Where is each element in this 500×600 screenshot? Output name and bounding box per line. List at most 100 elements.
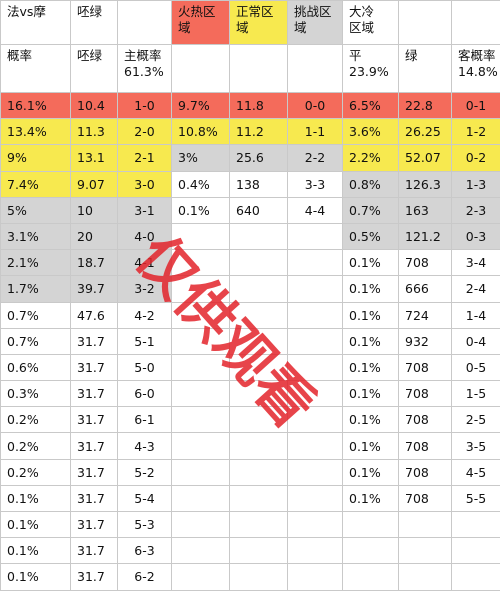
table-cell [229,432,288,460]
table-cell: 2-2 [287,144,343,172]
table-cell: 5-3 [117,510,172,539]
table-cell: 2-3 [451,196,500,224]
header2-cell [171,44,230,93]
table-cell: 31.7 [70,510,118,539]
table-cell: 932 [398,327,452,355]
table-cell: 4-0 [117,222,172,251]
table-cell: 25.6 [229,144,288,172]
table-cell [171,510,230,539]
table-cell: 10.4 [70,91,118,120]
header1-cell-text: 正常区 域 [236,4,274,35]
table-cell [287,353,343,382]
table-cell [287,484,343,513]
header1-cell: 呸绿 [70,0,118,45]
header2-cell-text: 绿 [405,48,418,63]
table-cell [171,563,230,591]
table-cell [451,510,500,539]
table-cell [287,432,343,460]
table-cell [229,537,288,565]
table-cell [229,380,288,408]
table-cell: 0.6% [0,353,71,382]
header2-cell-text: 平 23.9% [349,48,389,79]
table-cell: 708 [398,353,452,382]
table-cell: 3-4 [451,249,500,277]
table-cell: 18.7 [70,249,118,277]
table-cell: 0.1% [0,563,71,591]
table-cell: 5-0 [117,353,172,382]
table-cell: 13.4% [0,118,71,146]
table-cell: 3-2 [117,275,172,303]
table-cell [171,406,230,434]
table-cell: 9.07 [70,170,118,198]
table-cell: 0.2% [0,458,71,486]
table-cell: 31.7 [70,432,118,460]
table-cell: 0.7% [342,196,399,224]
table-cell: 5-5 [451,484,500,513]
table-cell: 640 [229,196,288,224]
table-cell: 31.7 [70,537,118,565]
table-cell: 0.1% [342,301,399,329]
table-cell [229,510,288,539]
table-cell: 7.4% [0,170,71,198]
table-cell [229,222,288,251]
table-cell [171,222,230,251]
table-cell: 0.1% [342,432,399,460]
table-cell [229,458,288,486]
table-cell: 11.8 [229,91,288,120]
header1-cell-text: 呸绿 [77,4,103,19]
table-cell: 138 [229,170,288,198]
table-row: 0.6% 31.7 5-0 0.1% 708 0-5 [0,353,500,382]
table-row: 13.4% 11.3 2-0 10.8% 11.2 1-1 3.6% 26.25 1-2 [0,118,500,146]
table-cell [287,458,343,486]
header1-cell: 火热区 域 [171,0,230,45]
table-cell [171,484,230,513]
table-cell [171,249,230,277]
table-cell: 39.7 [70,275,118,303]
table-cell: 708 [398,432,452,460]
table-cell: 3-3 [287,170,343,198]
table-cell: 11.2 [229,118,288,146]
table-cell: 4-1 [117,249,172,277]
table-cell [229,301,288,329]
table-row: 9% 13.1 2-1 3% 25.6 2-2 2.2% 52.07 0-2 [0,144,500,172]
table-row: 7.4% 9.07 3-0 0.4% 138 3-3 0.8% 126.3 1-3 [0,170,500,198]
table-cell: 0.1% [342,380,399,408]
header1-cell-text: 法vs摩 [7,4,46,19]
table-cell: 5-1 [117,327,172,355]
table-cell [229,563,288,591]
table-cell: 0.3% [0,380,71,408]
table-cell: 5% [0,196,71,224]
table-cell [229,406,288,434]
table-cell [451,563,500,591]
header2-cell-text: 客概率 14.8% [458,48,498,79]
table-cell: 0.8% [342,170,399,198]
table-row: 0.1% 31.7 5-4 0.1% 708 5-5 [0,484,500,513]
header1-cell-text: 火热区 域 [178,4,216,35]
header1-cell: 大冷 区域 [342,0,399,45]
table-cell: 31.7 [70,327,118,355]
header2-cell: 平 23.9% [342,44,399,93]
header2-cell: 绿 [398,44,452,93]
table-cell [171,432,230,460]
table-cell: 708 [398,484,452,513]
table-cell [229,484,288,513]
table-cell [229,327,288,355]
table-cell: 31.7 [70,484,118,513]
table-cell: 20 [70,222,118,251]
table-cell: 0.1% [0,484,71,513]
header1-cell-text: 挑战区 域 [294,4,332,35]
table-cell [287,301,343,329]
table-cell: 3-5 [451,432,500,460]
table-cell: 2-1 [117,144,172,172]
table-cell [342,537,399,565]
table-cell: 666 [398,275,452,303]
table-row: 0.1% 31.7 6-2 [0,563,500,591]
table-cell: 5-4 [117,484,172,513]
table-cell: 724 [398,301,452,329]
table-cell: 16.1% [0,91,71,120]
table-cell: 708 [398,406,452,434]
table-cell: 0.2% [0,432,71,460]
table-cell: 0.1% [342,249,399,277]
table-cell: 9% [0,144,71,172]
